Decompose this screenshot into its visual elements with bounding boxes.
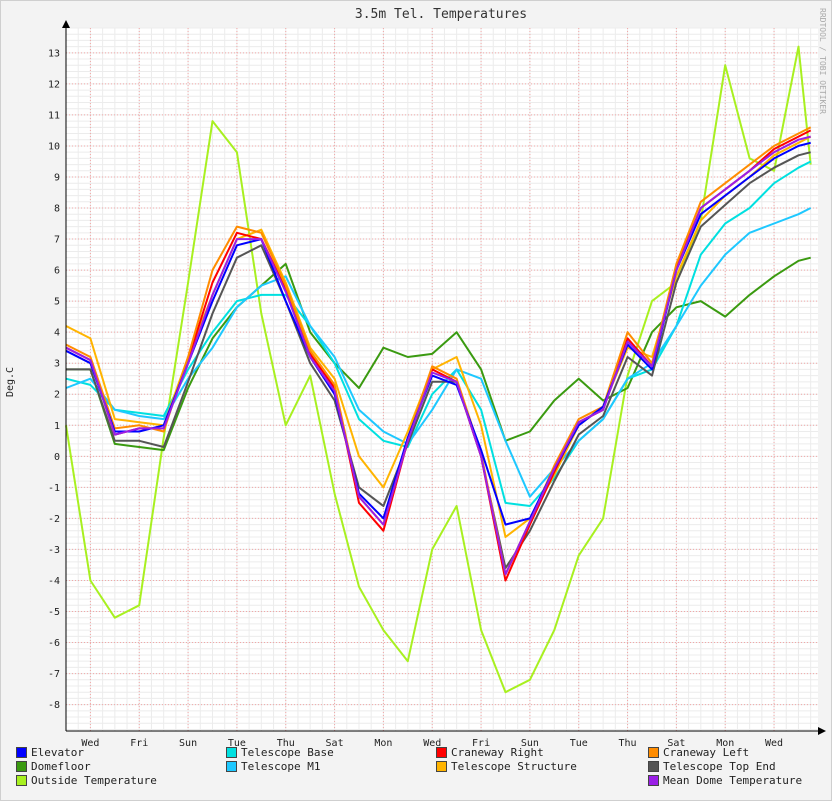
y-tick-label: 0 [54,452,60,463]
x-axis-arrow [818,727,826,735]
x-tick-label: Tue [228,738,246,749]
y-tick-label: -8 [48,700,60,711]
y-tick-label: 13 [48,48,60,59]
x-tick-labels: Wed Fri Sun Tue Thu Sat Mon Wed Fri Sun Tue Thu Sat M… [81,738,783,749]
series-line-mean-dome-temperature [65,135,811,576]
y-tick-label: -3 [48,545,60,556]
y-tick-label: 9 [54,172,60,183]
x-tick-label: Wed [765,738,783,749]
chart-title: 3.5m Tel. Temperatures [355,7,527,22]
x-tick-label: Wed [81,738,99,749]
y-tick-label: 1 [54,421,60,432]
x-tick-label: Sat [667,738,685,749]
series-line-craneway-left [65,126,812,576]
x-tick-label: Thu [277,738,295,749]
y-tick-label: 5 [54,297,60,308]
y-tick-label: 3 [54,359,60,370]
y-tick-label: 11 [48,110,60,121]
y-tick-label: 10 [48,141,60,152]
x-tick-label: Mon [374,738,392,749]
series-line-domefloor [66,256,811,452]
y-tick-label: -4 [48,576,60,587]
x-tick-label: Tue [570,738,588,749]
axes [62,20,826,735]
y-tick-label: 4 [54,328,60,339]
y-tick-label: 2 [54,390,60,401]
y-tick-label: 6 [54,266,60,277]
series-line-telescope-m1 [65,207,812,498]
y-tick-label: -7 [48,669,60,680]
series-line-telescope-top-end [66,151,811,570]
y-tick-label: -1 [48,483,60,494]
y-axis-arrow [62,20,70,28]
x-tick-label: Sat [326,738,344,749]
x-tick-label: Wed [423,738,441,749]
y-tick-label: -5 [48,607,60,618]
x-tick-label: Fri [130,738,148,749]
y-tick-label: -6 [48,638,60,649]
y-tick-label: -2 [48,514,60,525]
series-layer [65,45,812,694]
y-tick-label: 12 [48,79,60,90]
y-axis-label: Deg.C [5,367,16,397]
y-tick-label: 8 [54,204,60,215]
watermark: RRDTOOL / TOBI OETIKER [818,8,827,114]
y-tick-label: 7 [54,235,60,246]
x-tick-label: Sun [521,738,539,749]
grid-minor [65,27,818,731]
x-tick-label: Thu [619,738,637,749]
x-tick-label: Sun [179,738,197,749]
x-tick-label: Fri [472,738,490,749]
x-tick-label: Mon [716,738,734,749]
